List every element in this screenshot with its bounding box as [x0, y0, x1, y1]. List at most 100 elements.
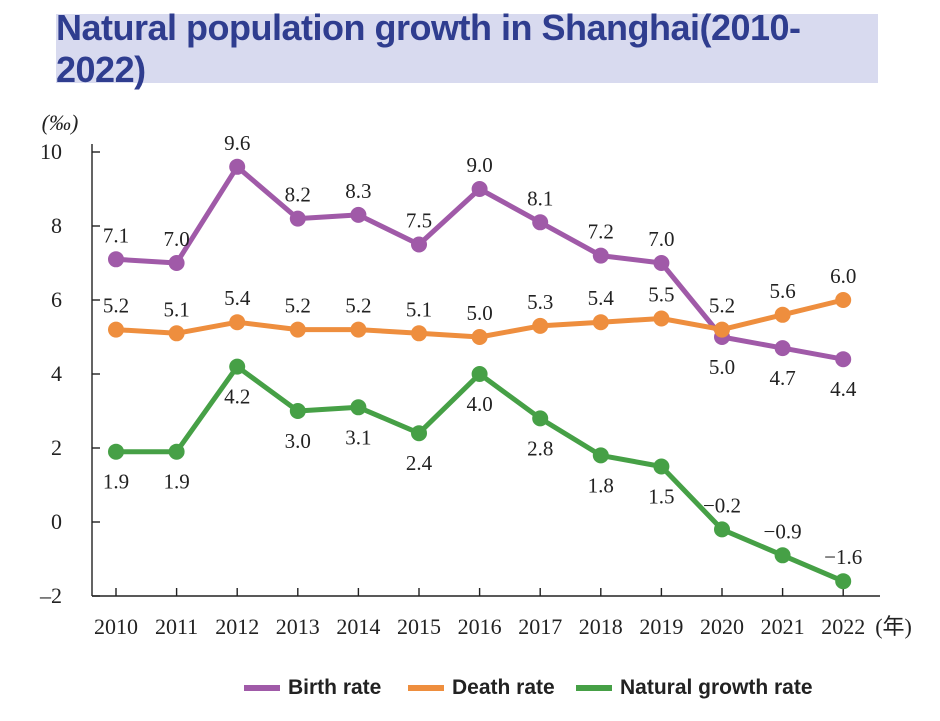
x-tick-label: 2012 [215, 614, 259, 639]
data-label-natural-growth-rate: 1.9 [163, 470, 189, 494]
legend-swatch-birth-rate [244, 685, 280, 691]
data-label-birth-rate: 5.0 [709, 355, 735, 379]
x-tick-label: 2011 [155, 614, 198, 639]
x-tick-label: 2014 [336, 614, 380, 639]
data-label-birth-rate: 4.7 [769, 366, 795, 390]
y-axis-unit-label: (‰) [42, 110, 79, 135]
point-death-rate [168, 325, 185, 342]
data-label-death-rate: 5.3 [527, 290, 553, 314]
point-natural-growth-rate [289, 403, 306, 419]
data-label-death-rate: 6.0 [830, 264, 856, 288]
y-tick-label: –2 [39, 583, 62, 608]
data-label-natural-growth-rate: 4.2 [224, 385, 250, 409]
data-label-death-rate: 5.2 [345, 294, 371, 318]
legend-label-death-rate: Death rate [452, 676, 555, 699]
data-label-birth-rate: 7.2 [588, 220, 614, 244]
legend-item-birth-rate: Birth rate [244, 676, 381, 700]
data-label-birth-rate: 7.5 [406, 209, 432, 233]
chart-title: Natural population growth in Shanghai(20… [56, 6, 801, 90]
data-label-natural-growth-rate: 1.5 [648, 485, 674, 509]
x-tick-label: 2010 [94, 614, 138, 639]
data-label-natural-growth-rate: −1.6 [824, 545, 862, 569]
point-birth-rate [108, 251, 124, 268]
point-death-rate [592, 314, 609, 331]
data-label-natural-growth-rate: −0.9 [764, 519, 802, 543]
legend: Birth rate Death rate Natural growth rat… [0, 676, 940, 708]
data-label-natural-growth-rate: 1.8 [588, 473, 614, 497]
point-birth-rate [411, 236, 427, 253]
point-death-rate [532, 317, 549, 334]
data-label-natural-growth-rate: 1.9 [103, 470, 129, 494]
point-natural-growth-rate [350, 399, 367, 416]
x-tick-label: 2017 [518, 614, 562, 639]
point-birth-rate [471, 181, 488, 197]
point-death-rate [350, 321, 367, 338]
point-death-rate [229, 314, 246, 331]
data-label-death-rate: 5.1 [163, 297, 189, 321]
point-death-rate [714, 321, 730, 338]
data-label-birth-rate: 9.0 [466, 153, 492, 177]
x-tick-label: 2022 [821, 614, 865, 639]
x-tick-label: 2013 [276, 614, 320, 639]
point-natural-growth-rate [835, 573, 852, 590]
point-death-rate [289, 321, 306, 338]
data-label-death-rate: 5.0 [466, 301, 492, 325]
data-label-birth-rate: 8.1 [527, 186, 553, 210]
data-label-natural-growth-rate: 3.0 [285, 429, 311, 453]
x-tick-label: 2018 [579, 614, 623, 639]
point-birth-rate [592, 247, 609, 264]
data-label-natural-growth-rate: 3.1 [345, 425, 371, 449]
x-tick-label: 2021 [761, 614, 805, 639]
point-death-rate [653, 310, 670, 327]
data-label-death-rate: 5.4 [588, 286, 615, 310]
point-natural-growth-rate [471, 366, 488, 382]
point-death-rate [774, 306, 791, 323]
data-label-death-rate: 5.2 [709, 294, 735, 318]
data-label-death-rate: 5.2 [103, 294, 129, 318]
data-label-birth-rate: 7.1 [103, 223, 129, 247]
data-label-natural-growth-rate: 2.8 [527, 436, 553, 460]
legend-swatch-natural-growth-rate [576, 685, 612, 691]
point-birth-rate [350, 206, 367, 223]
legend-item-death-rate: Death rate [408, 676, 555, 700]
point-natural-growth-rate [411, 425, 427, 442]
x-tick-label: 2020 [700, 614, 744, 639]
data-label-birth-rate: 7.0 [648, 227, 674, 251]
y-tick-label: 4 [51, 361, 62, 386]
point-death-rate [411, 325, 427, 342]
data-label-birth-rate: 9.6 [224, 131, 250, 155]
x-axis-unit-label: (年) [875, 614, 912, 639]
data-label-death-rate: 5.1 [406, 297, 432, 321]
point-natural-growth-rate [774, 547, 791, 564]
point-birth-rate [532, 214, 549, 231]
chart-title-banner: Natural population growth in Shanghai(20… [56, 7, 878, 90]
data-label-birth-rate: 7.0 [163, 227, 189, 251]
data-label-natural-growth-rate: 4.0 [466, 392, 492, 416]
x-tick-label: 2016 [458, 614, 502, 639]
legend-label-natural-growth-rate: Natural growth rate [620, 676, 813, 699]
data-label-birth-rate: 8.3 [345, 179, 371, 203]
point-birth-rate [835, 351, 852, 368]
data-label-natural-growth-rate: 2.4 [406, 451, 433, 475]
point-death-rate [108, 321, 124, 338]
y-tick-label: 2 [51, 435, 62, 460]
data-label-birth-rate: 4.4 [830, 377, 857, 401]
data-label-birth-rate: 8.2 [285, 183, 311, 207]
point-natural-growth-rate [108, 443, 124, 460]
x-tick-label: 2015 [397, 614, 441, 639]
point-natural-growth-rate [653, 458, 670, 475]
y-tick-label: 8 [51, 213, 62, 238]
point-natural-growth-rate [592, 447, 609, 464]
data-label-death-rate: 5.5 [648, 283, 674, 307]
point-birth-rate [289, 210, 306, 227]
legend-swatch-death-rate [408, 685, 444, 691]
point-natural-growth-rate [532, 410, 549, 427]
legend-item-natural-growth-rate: Natural growth rate [576, 676, 813, 700]
point-natural-growth-rate [714, 521, 730, 538]
point-death-rate [835, 292, 852, 308]
data-label-death-rate: 5.6 [769, 279, 795, 303]
data-label-death-rate: 5.4 [224, 286, 251, 310]
point-death-rate [471, 329, 488, 345]
line-chart: 10 8 6 4 2 0 –2 (‰) 2010 2011 2012 2013 2014 2015 2016… [39, 110, 912, 639]
y-tick-label: 6 [51, 287, 62, 312]
